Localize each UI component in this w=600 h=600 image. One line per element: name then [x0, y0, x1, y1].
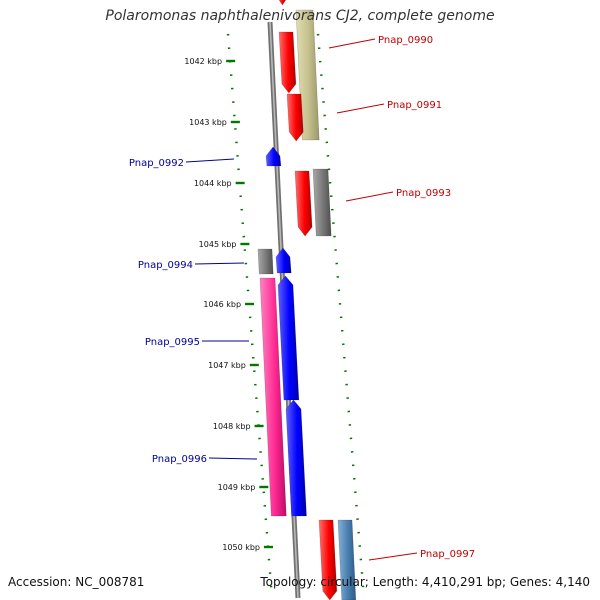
genome-title: Polaromonas naphthalenivorans CJ2, compl… [105, 8, 495, 24]
gene-block-pink [259, 277, 287, 517]
gene-label-pnap-0991: Pnap_0991 [387, 100, 442, 111]
tick-label-2: 1043 kbp [189, 118, 227, 127]
gene-label-pnap-0996-leader [208, 457, 258, 460]
gene-arrow-top-partial [278, 0, 287, 6]
gene-arrow-pnap-0991 [286, 93, 304, 142]
tick-label-5: 1046 kbp [203, 300, 241, 309]
tick-label-1: 1042 kbp [184, 57, 222, 66]
tick-label-3: 1044 kbp [194, 179, 232, 188]
gene-arrow-pnap-0993 [294, 170, 313, 237]
gene-block-gray-0993 [312, 168, 332, 237]
gene-label-pnap-0996: Pnap_0996 [152, 454, 207, 465]
gene-arrow-pnap-0996 [285, 399, 307, 517]
tick-label-4: 1045 kbp [199, 240, 237, 249]
tick-label-8: 1049 kbp [218, 483, 256, 492]
gene-label-pnap-0993-leader [345, 191, 394, 202]
gene-arrow-pnap-0995 [277, 275, 300, 401]
genome-summary: Topology: circular; Length: 4,410,291 bp… [260, 575, 590, 589]
tick-label-9: 1050 kbp [222, 543, 260, 552]
gene-block-gray-0994 [257, 248, 274, 275]
gene-block-steelblue [337, 519, 357, 600]
gene-label-pnap-0991-leader [336, 103, 385, 114]
gene-label-pnap-0990: Pnap_0990 [378, 35, 433, 46]
accession-label: Accession: NC_008781 [8, 575, 145, 589]
gene-label-pnap-0994-leader [194, 262, 245, 265]
gene-label-pnap-0990-leader [328, 38, 376, 49]
gene-label-pnap-0995: Pnap_0995 [145, 337, 200, 348]
right-dotted-axis [316, 33, 366, 599]
gene-arrow-pnap-0997 [318, 519, 338, 600]
gene-label-pnap-0994: Pnap_0994 [138, 260, 193, 271]
gene-label-pnap-0997: Pnap_0997 [420, 549, 475, 560]
tick-label-6: 1047 kbp [208, 361, 246, 370]
gene-arrow-pnap-0994 [275, 247, 292, 274]
gene-label-pnap-0997-leader [368, 552, 418, 561]
gene-arrow-pnap-0992 [265, 146, 282, 167]
gene-arrow-pnap-0990 [278, 31, 297, 94]
gene-label-pnap-0992-leader [185, 158, 235, 163]
gene-label-pnap-0993: Pnap_0993 [396, 188, 451, 199]
tick-label-7: 1048 kbp [213, 422, 251, 431]
gene-label-pnap-0992: Pnap_0992 [129, 158, 184, 169]
